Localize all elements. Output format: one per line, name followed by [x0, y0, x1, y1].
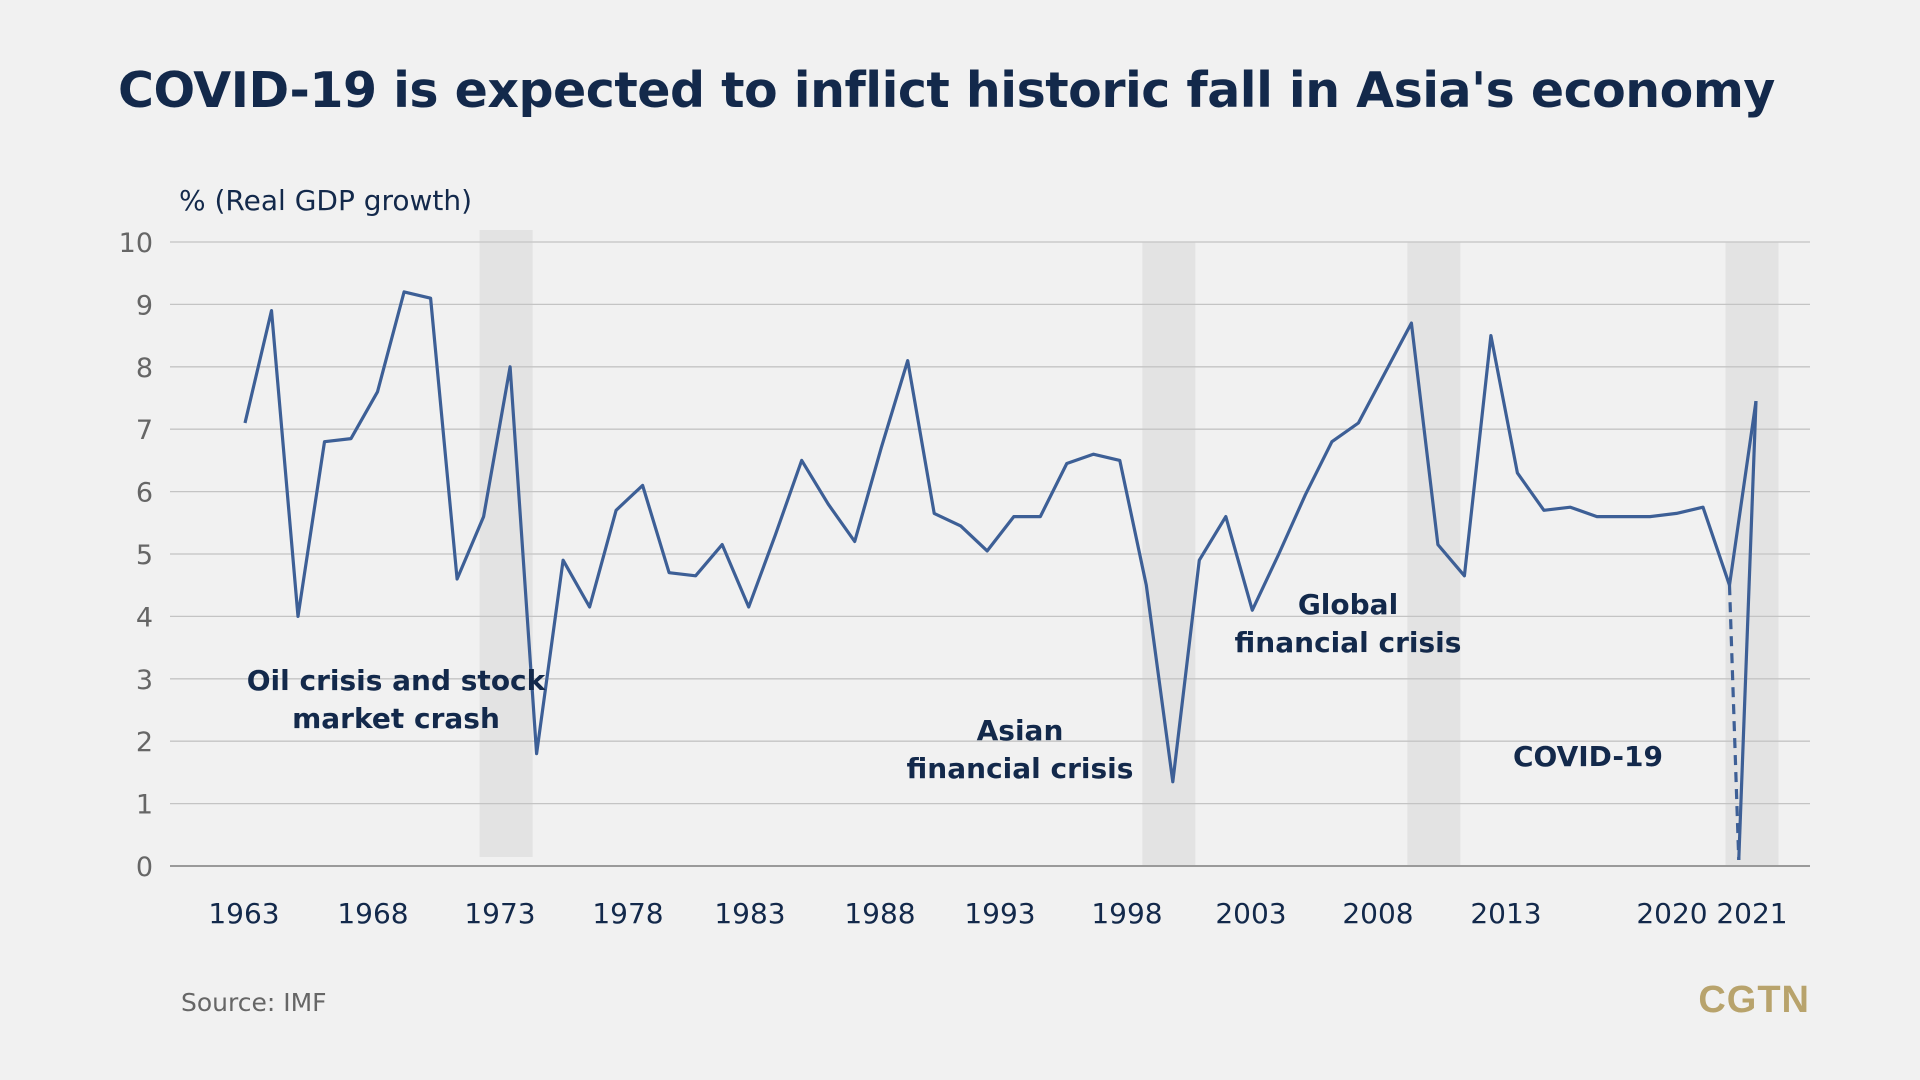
gridlines-group: [170, 241, 1810, 867]
y-tick-2: 2: [136, 727, 153, 758]
annotation-oil-line-1: Oil crisis and stock: [247, 664, 547, 697]
shaded-period-1973: [479, 230, 533, 857]
projected-recovery-line: [1737, 401, 1758, 861]
x-tick-2003: 2003: [1215, 897, 1286, 930]
x-tick-1968: 1968: [337, 897, 408, 930]
y-tick-0: 0: [136, 852, 153, 883]
source-note: Source: IMF: [181, 988, 327, 1017]
x-tick-2021: 2021: [1716, 897, 1787, 930]
x-tick-1988: 1988: [844, 897, 915, 930]
y-tick-8: 8: [136, 353, 153, 384]
x-tick-1993: 1993: [964, 897, 1035, 930]
chart-title: COVID-19 is expected to inflict historic…: [118, 62, 1775, 119]
series-lines-group: [243, 290, 1758, 861]
y-tick-10: 10: [119, 228, 153, 259]
cgtn-logo: CGTN: [1698, 979, 1810, 1021]
y-tick-9: 9: [136, 290, 153, 321]
y-tick-3: 3: [136, 665, 153, 696]
annotation-asian-line-1: Asian: [977, 714, 1064, 747]
projected-covid-drop-line: [1727, 585, 1741, 861]
annotation-asian-line-2: financial crisis: [907, 752, 1134, 785]
y-tick-7: 7: [136, 415, 153, 446]
annotations-group: Oil crisis and stock market crash Asian fin…: [247, 588, 1663, 785]
x-tick-1983: 1983: [714, 897, 785, 930]
y-tick-labels-group: 0 1 2 3 4 5 6 7 8 9 10: [119, 228, 153, 883]
gdp-growth-line: [243, 290, 1758, 784]
x-tick-2008: 2008: [1342, 897, 1413, 930]
y-tick-5: 5: [136, 540, 153, 571]
y-axis-label: % (Real GDP growth): [179, 184, 472, 217]
annotation-global-line-1: Global: [1298, 588, 1398, 621]
y-tick-4: 4: [136, 602, 153, 633]
annotation-oil-line-2: market crash: [292, 702, 500, 735]
annotation-covid-line-1: COVID-19: [1513, 740, 1663, 773]
x-tick-1998: 1998: [1091, 897, 1162, 930]
x-tick-1978: 1978: [592, 897, 663, 930]
annotation-global-line-2: financial crisis: [1235, 626, 1462, 659]
x-tick-2020: 2020: [1636, 897, 1707, 930]
y-tick-1: 1: [136, 790, 153, 821]
x-tick-labels-group: 1963 1968 1973 1978 1983 1988 1993 1998 2003 2008…: [208, 897, 1787, 930]
x-tick-1973: 1973: [464, 897, 535, 930]
x-tick-2013: 2013: [1470, 897, 1541, 930]
y-tick-6: 6: [136, 478, 153, 509]
x-tick-1963: 1963: [208, 897, 279, 930]
